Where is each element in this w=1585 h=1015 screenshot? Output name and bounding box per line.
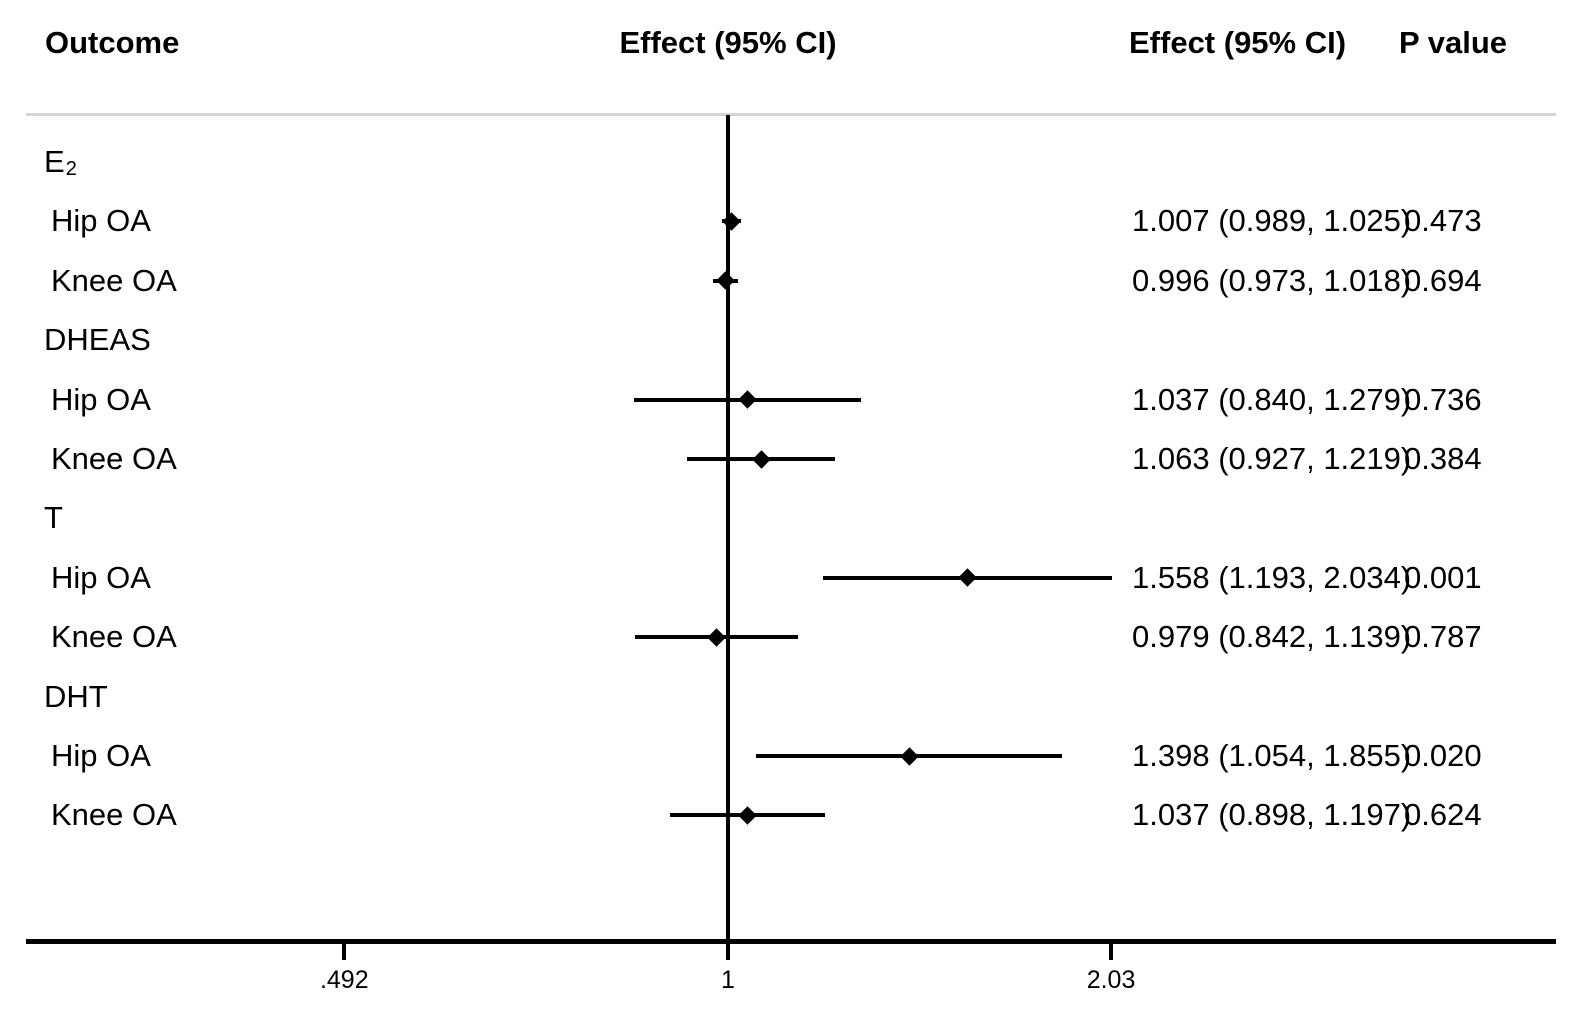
axis-tick-label: .492	[319, 966, 369, 994]
p-value: 0.001	[1404, 559, 1482, 595]
effect-value: 1.007 (0.989, 1.025)	[1132, 203, 1412, 239]
effect-value: 1.398 (1.054, 1.855)	[1132, 738, 1412, 773]
p-value: 0.384	[1404, 441, 1482, 476]
outcome-row-label: Hip OA	[51, 559, 151, 595]
effect-value: 1.037 (0.898, 1.197)	[1132, 797, 1412, 833]
outcome-row-label: Hip OA	[51, 203, 151, 239]
effect-marker	[738, 390, 757, 409]
outcome-row-label: Knee OA	[51, 619, 177, 655]
outcome-row-label: Knee OA	[51, 441, 177, 476]
axis-tick	[726, 944, 730, 960]
outcome-row-label: Knee OA	[51, 262, 177, 298]
effect-marker	[958, 568, 978, 587]
outcome-group-label: E2	[44, 144, 77, 181]
outcome-group-label: DHEAS	[44, 322, 151, 358]
reference-line	[726, 115, 730, 939]
outcome-group-label: DHT	[44, 678, 108, 714]
column-header-effect-plot: Effect (95% CI)	[619, 25, 837, 60]
p-value: 0.020	[1404, 738, 1482, 773]
p-value: 0.787	[1404, 619, 1482, 655]
effect-value: 0.996 (0.973, 1.018)	[1132, 262, 1412, 298]
effect-marker	[900, 746, 919, 766]
effect-value: 1.037 (0.840, 1.279)	[1132, 381, 1412, 417]
column-header-outcome: Outcome	[45, 25, 180, 60]
p-value: 0.473	[1404, 203, 1482, 239]
effect-marker	[738, 806, 757, 825]
column-header-effect-text: Effect (95% CI)	[1129, 25, 1347, 60]
outcome-group-label: T	[44, 500, 63, 536]
p-value: 0.624	[1404, 797, 1482, 833]
header-separator-line	[26, 113, 1556, 116]
outcome-row-label: Knee OA	[51, 797, 177, 833]
effect-marker	[707, 627, 726, 647]
effect-value: 1.063 (0.927, 1.219)	[1132, 441, 1412, 476]
axis-tick-label: 2.03	[1086, 966, 1136, 994]
axis-tick-label: 1	[721, 966, 735, 994]
axis-tick	[1109, 944, 1114, 960]
effect-value: 0.979 (0.842, 1.139)	[1132, 619, 1412, 655]
p-value: 0.694	[1404, 262, 1482, 298]
axis-tick	[342, 944, 347, 960]
group-label-subscript: 2	[65, 158, 77, 180]
effect-value: 1.558 (1.193, 2.034)	[1132, 559, 1412, 595]
column-header-p-value: P value	[1399, 25, 1508, 60]
outcome-row-label: Hip OA	[51, 381, 151, 417]
x-axis-line	[26, 939, 1556, 944]
p-value: 0.736	[1404, 381, 1482, 417]
effect-marker	[716, 271, 736, 290]
effect-marker	[751, 449, 771, 469]
outcome-row-label: Hip OA	[51, 738, 151, 773]
